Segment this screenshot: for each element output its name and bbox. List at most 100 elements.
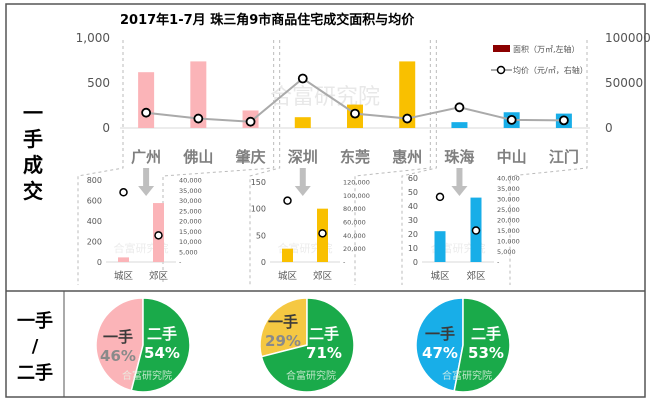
legend-area-label: 面积（万㎡,左轴） xyxy=(513,44,580,54)
sub-price-point-1 xyxy=(435,192,445,202)
sub-right-tick: 40,000 xyxy=(343,232,366,240)
watermark-main: 合富研究院 xyxy=(270,85,380,110)
price-point-2 xyxy=(193,113,204,124)
right-axis-tick: 100000 xyxy=(605,31,651,45)
price-point-8 xyxy=(506,115,517,125)
sub-left-tick: 50 xyxy=(408,188,418,197)
sub-area-bar-1 xyxy=(282,248,293,262)
sub-right-tick: - xyxy=(497,259,500,267)
pie-slice-1 xyxy=(95,297,144,392)
sub-right-tick: - xyxy=(179,259,182,267)
sub-right-tick: 35,000 xyxy=(497,185,520,193)
connector-guide xyxy=(354,40,431,285)
side-label-bottom-3: 二手 xyxy=(17,362,53,384)
area-bar-4 xyxy=(294,117,311,128)
sub-left-tick: 60 xyxy=(408,174,418,183)
side-label-top-4: 交 xyxy=(23,179,43,203)
side-label-top-3: 成 xyxy=(23,153,43,177)
sub-left-tick: 20 xyxy=(408,230,418,239)
pie-label-secondhand: 二手 xyxy=(309,325,339,343)
left-axis-tick: 1,000 xyxy=(76,31,110,45)
drilldown-arrow xyxy=(294,168,311,196)
price-point-6 xyxy=(402,113,413,124)
city-label: 广州 xyxy=(131,148,161,166)
city-label: 江门 xyxy=(549,148,579,166)
sub-right-tick: 80,000 xyxy=(343,205,366,213)
city-label: 肇庆 xyxy=(235,148,266,166)
sub-left-tick: 100 xyxy=(251,205,266,214)
legend-price-marker xyxy=(496,65,506,75)
sub-right-tick: 120,000 xyxy=(343,179,370,187)
sub-category-label: 郊区 xyxy=(149,270,169,282)
area-bar-1 xyxy=(138,72,155,128)
pie-value-secondhand: 71% xyxy=(306,344,342,362)
sub-left-tick: 40 xyxy=(408,202,418,211)
sub-right-tick: - xyxy=(343,259,346,267)
price-point-4 xyxy=(297,73,308,84)
city-label: 中山 xyxy=(497,148,527,166)
drilldown-arrow xyxy=(451,168,468,196)
pie-label-firsthand: 一手 xyxy=(268,313,298,331)
sub-right-tick: 30,000 xyxy=(497,196,520,204)
sub-left-tick: 30 xyxy=(408,216,418,225)
chart-title: 2017年1-7月 珠三角9市商品住宅成交面积与均价 xyxy=(120,12,415,28)
sub-right-tick: 60,000 xyxy=(343,219,366,227)
sub-price-point-2 xyxy=(471,226,481,235)
side-label-top-1: 一 xyxy=(23,101,43,125)
sub-left-tick: 800 xyxy=(87,176,102,185)
left-axis-tick: 0 xyxy=(102,121,110,135)
sub-category-label: 城区 xyxy=(430,271,450,282)
sub-category-label: 城区 xyxy=(114,271,134,282)
sub-price-point-2 xyxy=(318,229,327,238)
pie-slice-1 xyxy=(415,297,464,393)
sub-left-tick: 0 xyxy=(261,258,266,267)
pie-value-firsthand: 47% xyxy=(422,344,458,362)
connector-guide xyxy=(509,40,588,285)
city-label: 珠海 xyxy=(444,148,474,166)
price-point-9 xyxy=(558,115,569,126)
sub-right-tick: 10,000 xyxy=(497,238,520,246)
right-axis-tick: 0 xyxy=(605,121,613,135)
pie-label-secondhand: 二手 xyxy=(147,325,177,343)
connector-guide xyxy=(401,40,437,285)
sub-right-tick: 40,000 xyxy=(497,175,520,183)
sub-right-tick: 25,000 xyxy=(497,206,520,214)
price-point-5 xyxy=(350,108,360,119)
sub-right-tick: 10,000 xyxy=(179,238,202,246)
sub-price-point-2 xyxy=(154,231,163,240)
main-chart: 2017年1-7月 珠三角9市商品住宅成交面积与均价 合富研究院 05001,0… xyxy=(76,12,651,285)
pie-label-secondhand: 二手 xyxy=(471,325,501,343)
price-point-1 xyxy=(141,107,152,118)
sub-price-point-1 xyxy=(119,188,128,197)
side-label-bottom-2: / xyxy=(32,336,39,357)
sub-price-point-1 xyxy=(283,196,292,205)
sub-area-bar-1 xyxy=(118,257,129,262)
sub-chart-shenzhen: 0 50 100 150 - 20,000 40,000 60,000 80,000 100,00… xyxy=(251,178,370,282)
sub-right-tick: 20,000 xyxy=(179,218,202,226)
pie-watermark: 合富研究院 xyxy=(442,369,492,382)
sub-right-tick: 5,000 xyxy=(497,248,516,256)
side-label-top-2: 手 xyxy=(23,127,43,151)
area-bar-2 xyxy=(190,61,207,128)
drilldown-arrow xyxy=(138,168,155,196)
city-label: 惠州 xyxy=(392,148,422,166)
sub-category-label: 郊区 xyxy=(313,270,333,282)
sub-right-tick: 15,000 xyxy=(497,227,520,235)
sub-category-label: 郊区 xyxy=(466,270,486,282)
right-axis-tick: 50000 xyxy=(605,76,643,90)
sub-right-tick: 15,000 xyxy=(179,228,202,236)
pie-slice-1 xyxy=(259,297,308,358)
sub-left-tick: 50 xyxy=(256,231,266,240)
left-axis-tick: 500 xyxy=(87,76,110,90)
sub-chart-zhuhai: 0 10 20 30 40 50 60 - 5,000 10,000 15,000 20,000 25,… xyxy=(408,174,520,282)
pie-value-firsthand: 29% xyxy=(265,332,301,350)
sub-left-tick: 400 xyxy=(87,217,102,226)
legend-price-label: 均价（元/㎡，右轴） xyxy=(513,65,588,75)
outer-frame xyxy=(5,3,646,398)
pie-watermark: 合富研究院 xyxy=(122,369,172,382)
sub-right-tick: 5,000 xyxy=(179,248,198,256)
